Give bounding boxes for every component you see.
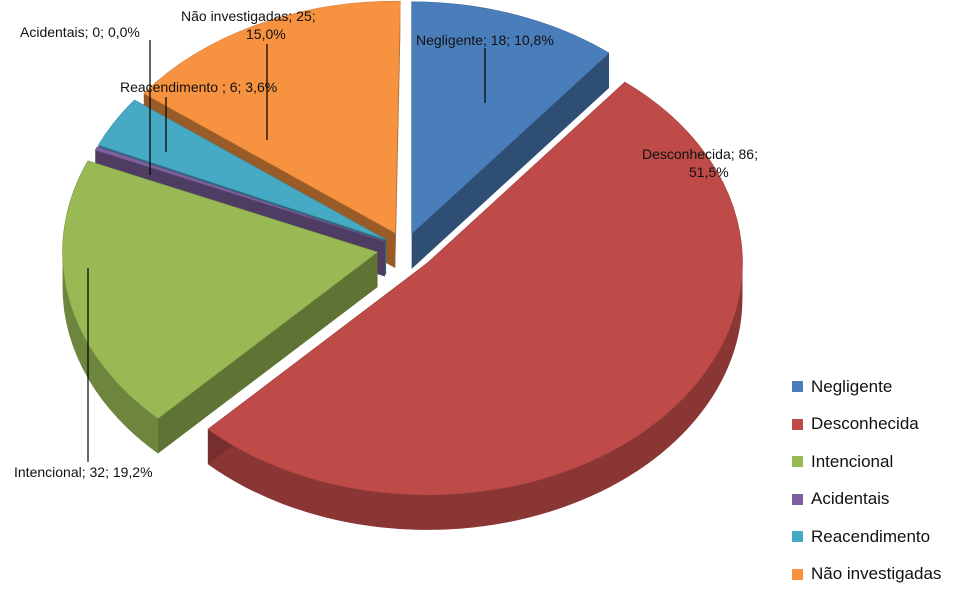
data-label-acidentais: Acidentais; 0; 0,0% xyxy=(20,24,140,40)
legend-swatch xyxy=(792,569,803,580)
legend-item-negligente: Negligente xyxy=(792,368,941,406)
legend-item-reacendimento: Reacendimento xyxy=(792,518,941,556)
legend-item-intencional: Intencional xyxy=(792,443,941,481)
data-label-reacendimento: Reacendimento ; 6; 3,6% xyxy=(120,79,277,95)
legend-label: Desconhecida xyxy=(811,414,919,434)
data-label-nao-investigadas-line2: 15,0% xyxy=(246,26,286,42)
legend-label: Intencional xyxy=(811,452,893,472)
legend-item-acidentais: Acidentais xyxy=(792,481,941,519)
legend-label: Não investigadas xyxy=(811,564,941,584)
legend-item-nao-investigadas: Não investigadas xyxy=(792,556,941,593)
data-label-nao-investigadas-line1: Não investigadas; 25; xyxy=(181,8,316,24)
legend-label: Acidentais xyxy=(811,489,889,509)
legend-swatch xyxy=(792,381,803,392)
legend-label: Reacendimento xyxy=(811,527,930,547)
data-label-desconhecida-line2: 51,5% xyxy=(689,164,729,180)
data-label-negligente: Negligente; 18; 10,8% xyxy=(416,32,554,48)
legend-label: Negligente xyxy=(811,377,892,397)
data-label-desconhecida-line1: Desconhecida; 86; xyxy=(642,146,758,162)
legend-swatch xyxy=(792,456,803,467)
legend-swatch xyxy=(792,494,803,505)
legend-item-desconhecida: Desconhecida xyxy=(792,406,941,444)
legend: Negligente Desconhecida Intencional Acid… xyxy=(792,368,941,593)
legend-swatch xyxy=(792,531,803,542)
legend-swatch xyxy=(792,419,803,430)
data-label-intencional: Intencional; 32; 19,2% xyxy=(14,464,153,480)
